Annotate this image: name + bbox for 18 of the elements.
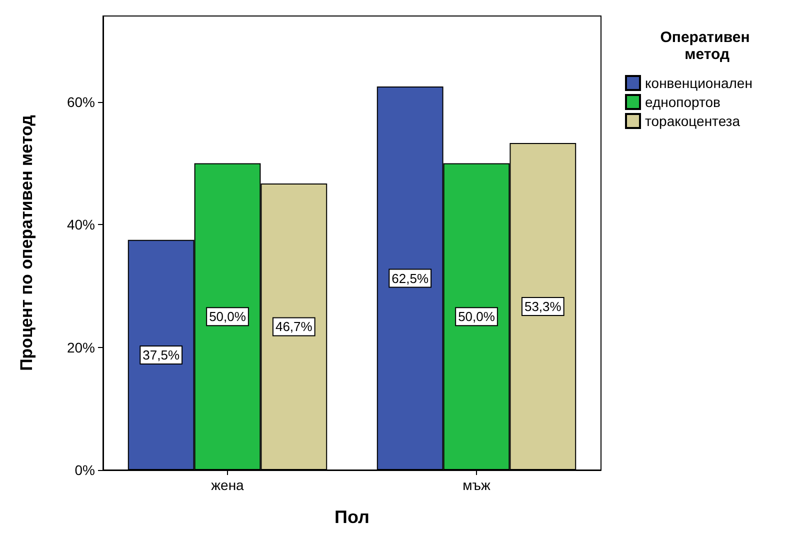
y-tick-label: 20% [66,339,95,356]
x-axis-title: Пол [334,507,370,527]
legend-label: еднопортов [645,94,720,110]
data-label: 37,5% [142,347,180,362]
data-label: 62,5% [392,270,429,286]
legend-label: торакоцентеза [645,113,740,129]
y-axis-title: Процент по оперативен метод [17,114,36,371]
legend-label: конвенционален [645,75,752,91]
y-tick-label: 0% [74,462,95,478]
x-tick-label: жена [211,477,244,493]
data-label: 46,7% [275,319,313,334]
y-tick-label: 40% [66,216,95,233]
legend-title: Оперативен метод [660,29,750,63]
data-label: 53,3% [524,299,562,314]
y-tick-label: 60% [66,94,95,110]
x-tick-label: мъж [462,477,491,493]
data-label: 50,0% [209,309,246,324]
data-label: 50,0% [458,309,496,324]
